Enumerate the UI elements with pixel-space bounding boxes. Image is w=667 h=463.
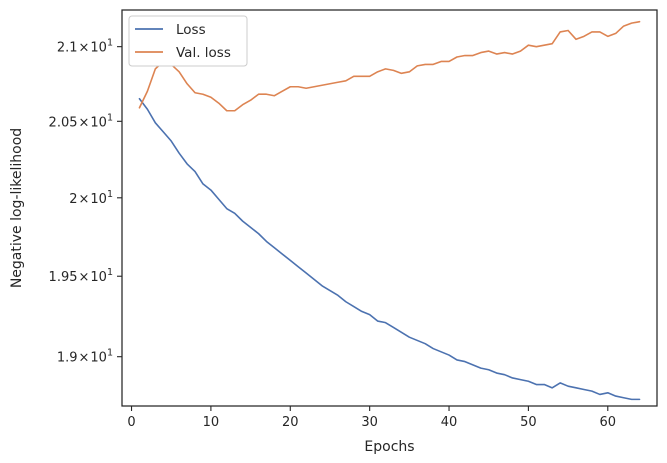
y-tick-exponent: 1 [107, 267, 113, 278]
y-tick-base: 10 [90, 192, 107, 207]
y-tick-base: 10 [90, 270, 107, 285]
y-tick-times: × [79, 270, 90, 285]
x-axis-label: Epochs [364, 439, 414, 455]
series-line-loss [138, 97, 641, 401]
x-tick-label: 0 [127, 415, 135, 430]
x-axis: 0 10 20 30 40 50 60 [127, 406, 616, 430]
y-tick-label: 2.1×101 [57, 38, 113, 56]
series-layer [138, 20, 641, 401]
legend: Loss Val. loss [128, 15, 248, 67]
y-tick-mantissa: 2.1 [57, 41, 78, 56]
y-tick-label: 2.05×101 [49, 112, 113, 130]
y-tick-mantissa: 2.05 [49, 115, 78, 130]
x-tick-label: 10 [203, 415, 220, 430]
y-tick-base: 10 [90, 115, 107, 130]
y-tick-exponent: 1 [107, 38, 113, 49]
y-tick-label: 1.9×101 [57, 348, 113, 366]
y-tick-times: × [79, 351, 90, 366]
y-tick-exponent: 1 [107, 189, 113, 200]
y-tick-times: × [79, 192, 90, 207]
y-tick-mantissa: 1.95 [49, 270, 78, 285]
y-axis-label: Negative log-likelihood [9, 128, 25, 288]
y-tick-label: 1.95×101 [49, 267, 113, 285]
y-tick-mantissa: 2 [69, 192, 77, 207]
y-tick-exponent: 1 [107, 348, 113, 359]
y-tick-label: 2×101 [69, 189, 113, 207]
y-tick-base: 10 [90, 351, 107, 366]
x-tick-label: 40 [441, 415, 458, 430]
y-tick-times: × [79, 41, 90, 56]
x-tick-label: 50 [520, 415, 537, 430]
series-line-val-loss [138, 20, 641, 112]
x-tick-label: 20 [282, 415, 299, 430]
x-tick-label: 60 [600, 415, 617, 430]
y-tick-times: × [79, 115, 90, 130]
y-tick-exponent: 1 [107, 112, 113, 123]
legend-label-loss: Loss [176, 22, 206, 38]
x-tick-label: 30 [361, 415, 378, 430]
legend-label-val-loss: Val. loss [176, 45, 231, 61]
y-tick-base: 10 [90, 41, 107, 56]
plot-frame [121, 9, 658, 407]
y-tick-mantissa: 1.9 [57, 351, 78, 366]
